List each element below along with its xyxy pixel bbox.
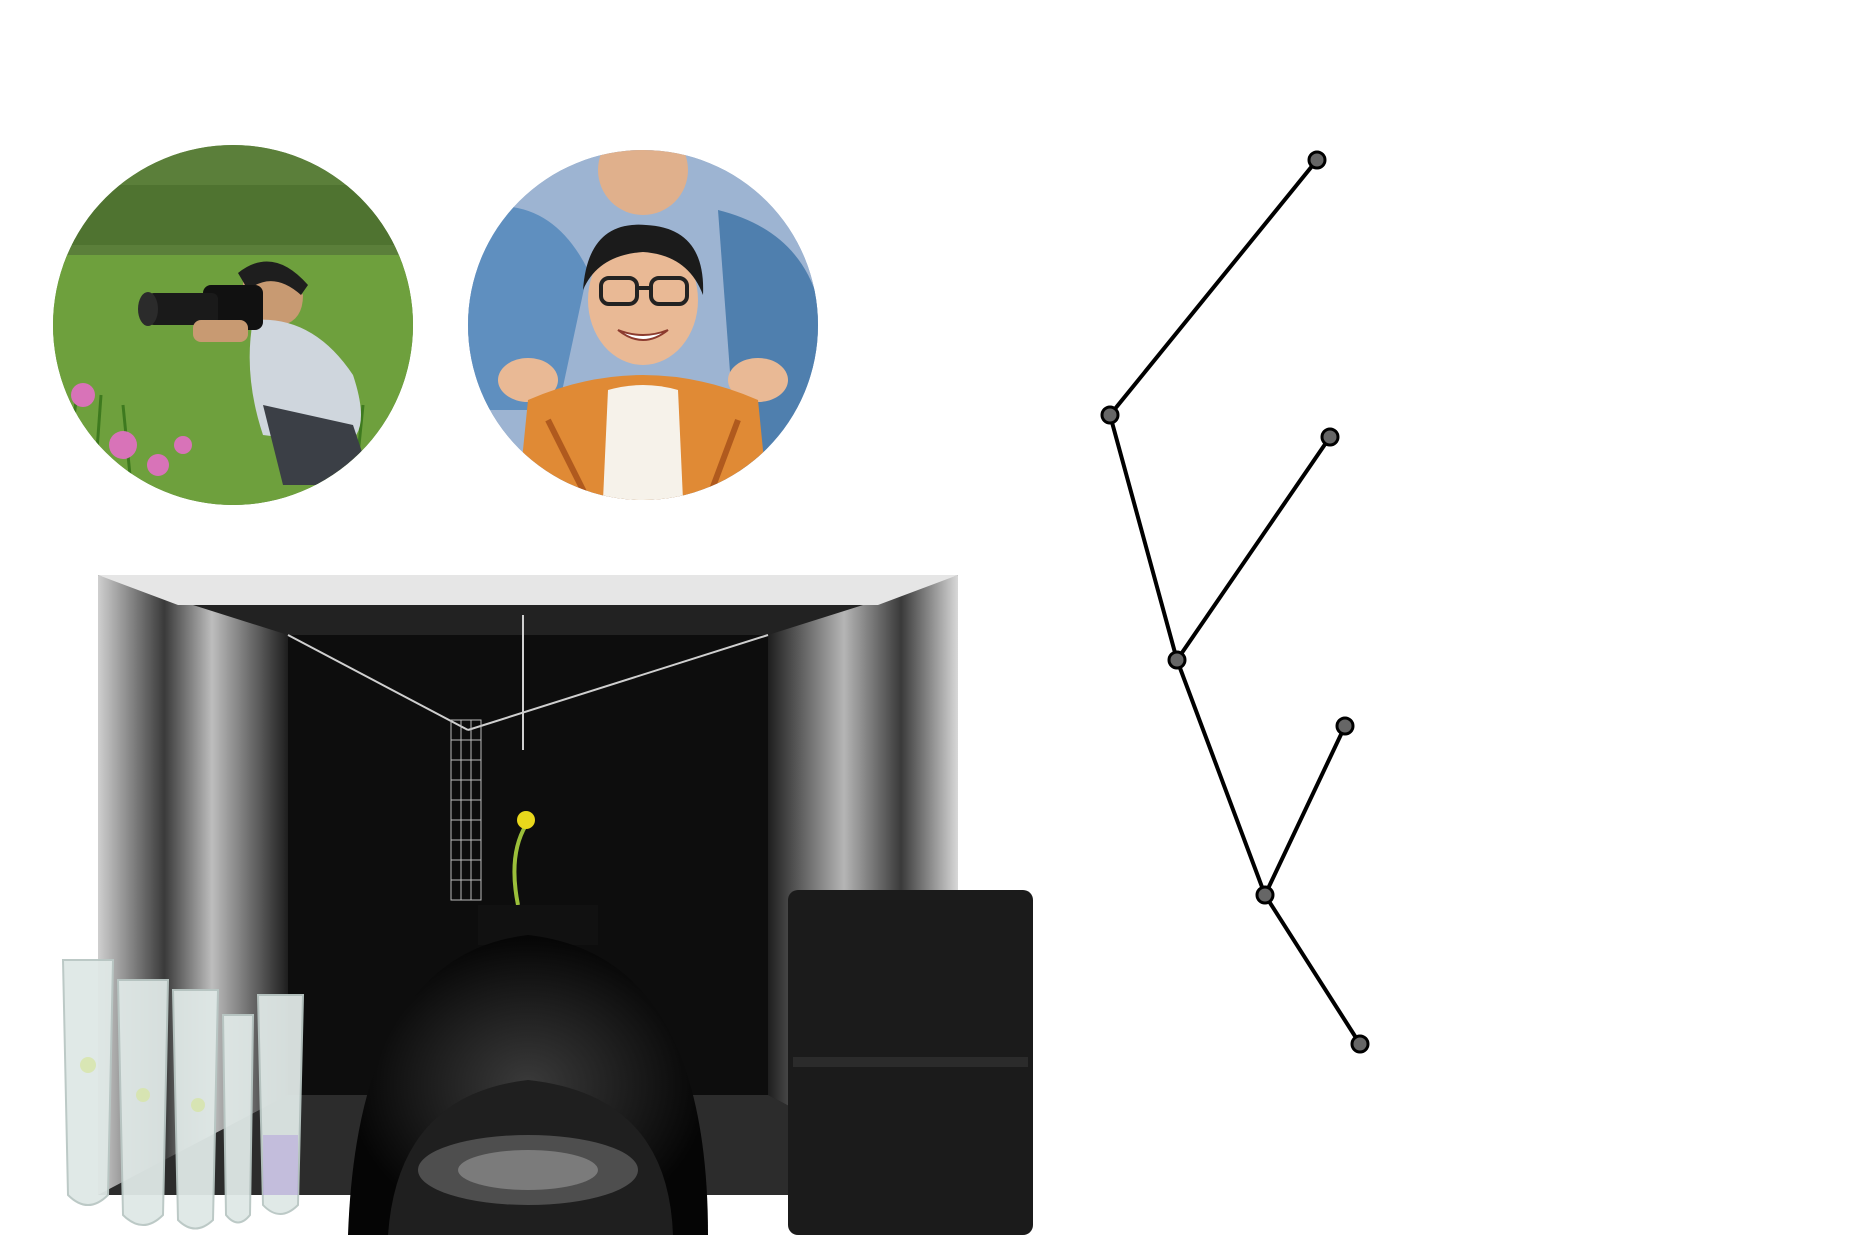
tree-node [1100,405,1120,425]
tree-node [1255,885,1275,905]
imaging-setup-image [61,575,1033,1235]
imaging-setup-photo [58,575,1038,1235]
tree-leaf [1320,427,1340,447]
tree-svg [1100,150,1370,1054]
tree-leaf [1350,1034,1370,1054]
color-checker [788,890,1033,1235]
tree-leaf [1307,150,1327,170]
portrait-jianjun [53,145,413,505]
tree-leaf [1335,716,1355,736]
phylogenetic-tree-figure [1080,60,1640,1220]
portrait-yue [468,150,818,500]
tree-node [1167,650,1187,670]
photographer-image [53,145,413,505]
smiling-person-image [468,150,818,500]
tree-edges [1108,158,1362,1046]
